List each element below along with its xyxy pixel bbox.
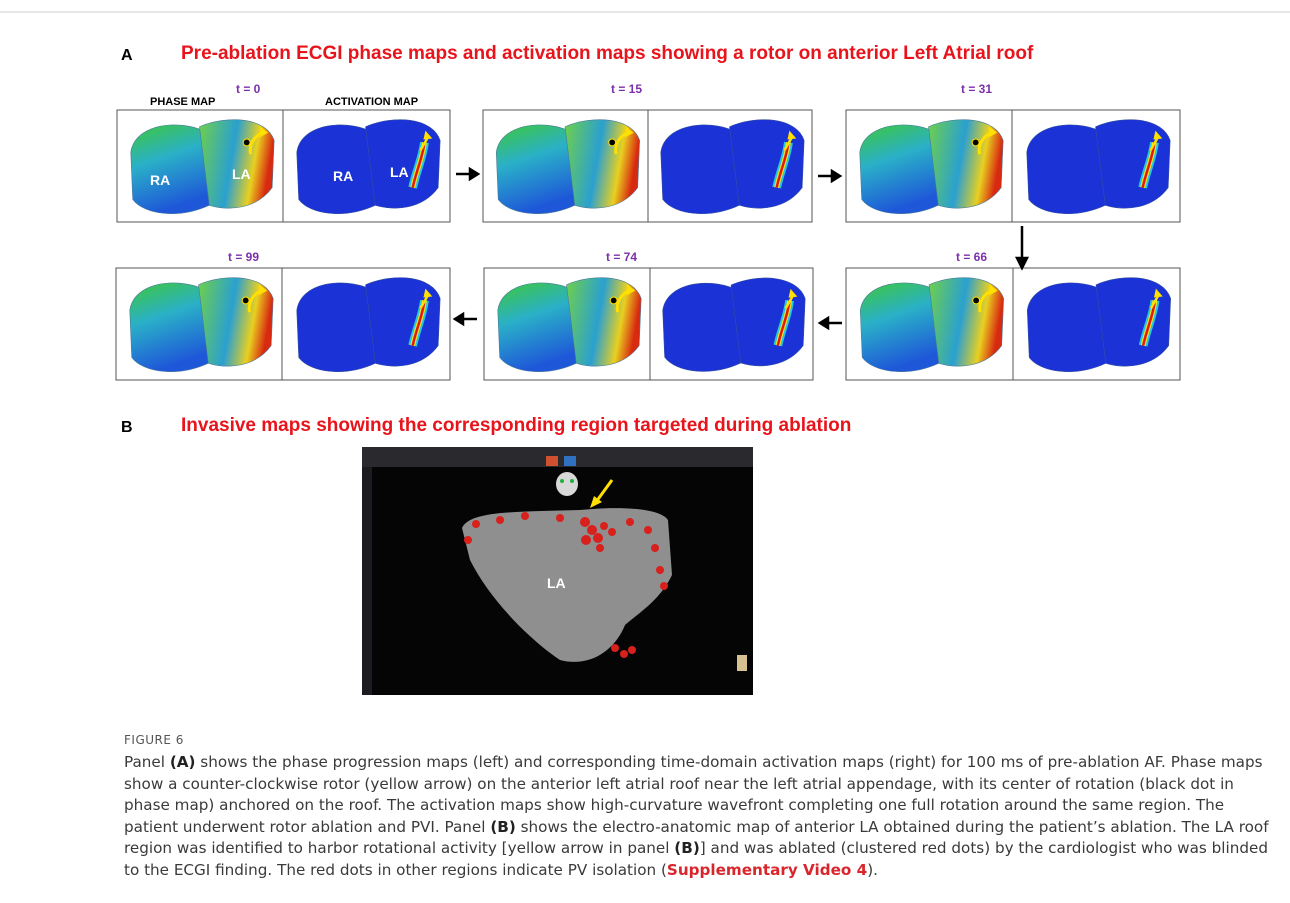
time-label: t = 0 (236, 82, 260, 96)
chamber-label: RA (333, 168, 353, 184)
chamber-label: LA (232, 166, 251, 182)
chamber-label: LA (547, 575, 566, 591)
figure-page: A Pre-ablation ECGI phase maps and activ… (0, 0, 1290, 903)
chamber-label: LA (390, 164, 409, 180)
figure-label: FIGURE 6 (124, 733, 184, 747)
caption-text: ). (867, 861, 878, 879)
caption-link[interactable]: Supplementary Video 4 (667, 861, 867, 879)
caption-bold: (B) (490, 818, 515, 836)
panel-frames (116, 110, 1180, 380)
time-label: t = 15 (611, 82, 642, 96)
caption-text: Panel (124, 753, 170, 771)
chamber-label: RA (150, 172, 170, 188)
time-label: t = 99 (228, 250, 259, 264)
time-label: t = 74 (606, 250, 637, 264)
caption: Panel (A) shows the phase progression ma… (124, 752, 1274, 881)
caption-bold: (B) (674, 839, 699, 857)
panel-letter: A (121, 47, 133, 65)
column-label: ACTIVATION MAP (325, 96, 418, 108)
caption-bold: (A) (170, 753, 196, 771)
time-label: t = 66 (956, 250, 987, 264)
time-label: t = 31 (961, 82, 992, 96)
invasive-map-image (362, 447, 753, 695)
panel-title: Invasive maps showing the corresponding … (181, 415, 851, 437)
panel-letter: B (121, 419, 133, 437)
panel-title: Pre-ablation ECGI phase maps and activat… (181, 43, 1033, 65)
column-label: PHASE MAP (150, 96, 215, 108)
